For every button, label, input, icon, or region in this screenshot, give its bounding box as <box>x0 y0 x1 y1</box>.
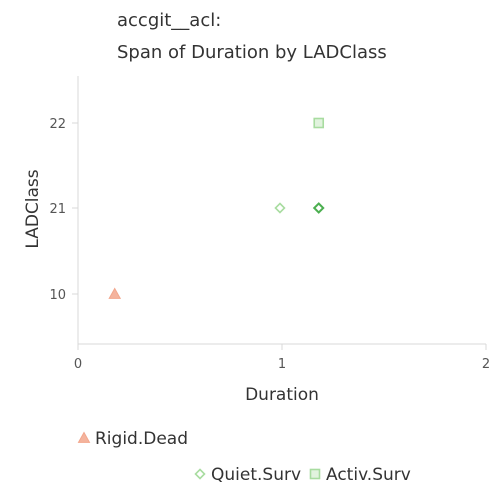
y-tick-label: 10 <box>49 288 66 303</box>
chart-title-line-1: accgit__acl: <box>117 10 221 31</box>
legend-label: Activ.Surv <box>326 465 411 485</box>
y-tick-label: 22 <box>49 117 66 132</box>
data-point <box>274 202 286 214</box>
legend-label: Quiet.Surv <box>211 465 301 485</box>
x-tick-label: 1 <box>278 357 286 372</box>
y-axis-label: LADClass <box>23 169 43 248</box>
legend-marker-diamond <box>194 468 206 480</box>
x-tick-label: 2 <box>482 357 490 372</box>
x-axis-label: Duration <box>245 385 319 405</box>
x-tick-label: 0 <box>74 357 82 372</box>
legend-marker-triangle <box>77 431 91 443</box>
chart-title-line-2: Span of Duration by LADClass <box>117 42 387 63</box>
legend: Rigid.Dead Quiet.Surv Activ.Surv <box>77 429 411 485</box>
data-point <box>313 117 325 129</box>
legend-label: Rigid.Dead <box>95 429 188 449</box>
data-point <box>312 202 325 214</box>
legend-marker-square <box>309 468 321 480</box>
y-tick-label: 21 <box>49 202 66 217</box>
axes: 0 1 2 10 21 22 <box>49 76 490 372</box>
data-marks <box>108 117 325 299</box>
data-point <box>108 287 122 299</box>
